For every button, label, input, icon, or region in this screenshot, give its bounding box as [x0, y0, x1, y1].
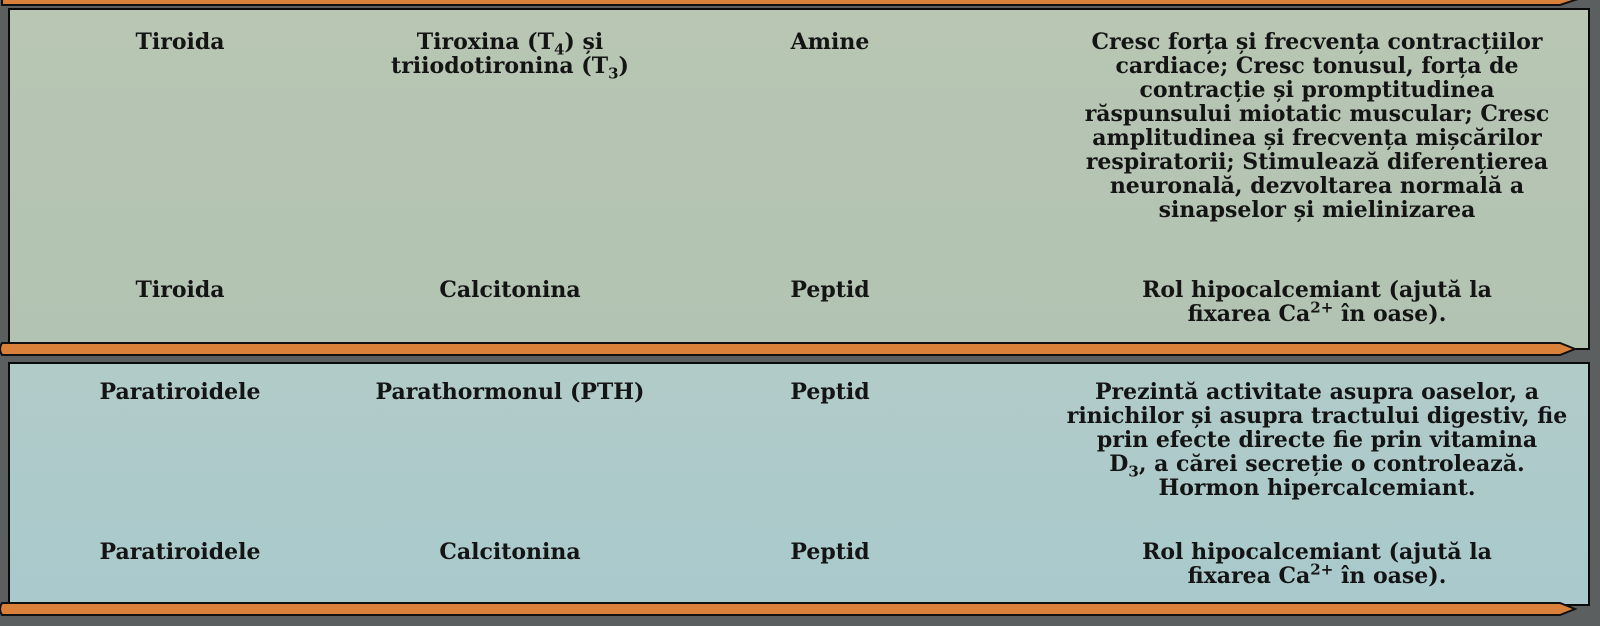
hormone-cell: Calcitonina	[439, 277, 581, 303]
gland-cell: Tiroida	[135, 277, 225, 303]
class-cell: Peptid	[790, 539, 870, 565]
effect-cell: Prezintă activitate asupra oaselor, a ri…	[1066, 379, 1568, 501]
gland-cell: Tiroida	[135, 29, 225, 55]
effect-cell: Cresc forța și frecvența contracțiilor c…	[1084, 29, 1550, 223]
class-cell: Amine	[790, 29, 870, 55]
bottom-arrow-divider	[0, 600, 1600, 618]
thyroid-section: Tiroida Tiroxina (T4) și triiodotironina…	[8, 8, 1590, 350]
parathyroid-section: Paratiroidele Parathormonul (PTH) Peptid…	[8, 362, 1590, 606]
hormone-cell: Tiroxina (T4) și triiodotironina (T3)	[391, 29, 629, 83]
top-arrow-divider	[0, 0, 1600, 9]
effect-cell: Rol hipocalcemiant (ajută la fixarea Ca2…	[1142, 539, 1492, 589]
class-cell: Peptid	[790, 277, 870, 303]
class-cell: Peptid	[790, 379, 870, 405]
gland-cell: Paratiroidele	[99, 379, 261, 405]
gland-cell: Paratiroidele	[99, 539, 261, 565]
hormone-cell: Calcitonina	[439, 539, 581, 565]
effect-cell: Rol hipocalcemiant (ajută la fixarea Ca2…	[1142, 277, 1492, 327]
middle-arrow-divider	[0, 340, 1600, 358]
hormone-cell: Parathormonul (PTH)	[375, 379, 645, 405]
